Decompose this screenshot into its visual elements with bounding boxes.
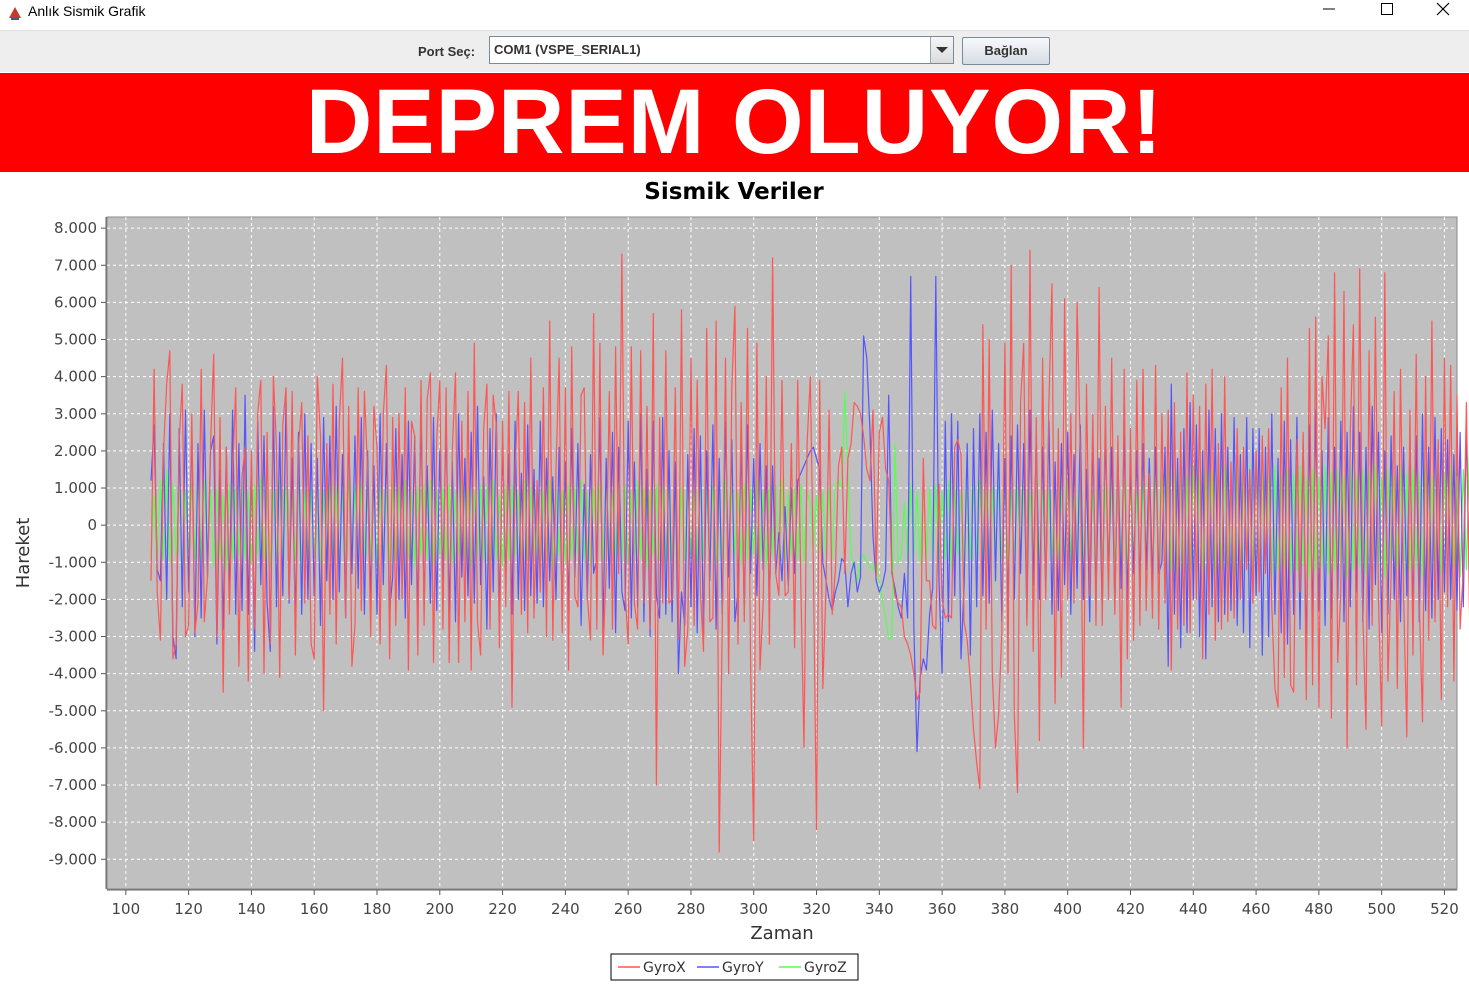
window-titlebar: Anlık Sismik Grafik	[0, 0, 1469, 31]
minimize-icon[interactable]	[1306, 0, 1352, 24]
y-tick-label: -2.000	[49, 590, 97, 608]
legend-label-gyroz: GyroZ	[804, 960, 847, 976]
x-tick-label: 460	[1242, 900, 1271, 918]
y-tick-label: 6.000	[54, 293, 97, 311]
x-tick-label: 440	[1179, 900, 1208, 918]
y-tick-label: -6.000	[49, 739, 97, 757]
x-tick-label: 200	[425, 900, 454, 918]
window-title: Anlık Sismik Grafik	[28, 3, 146, 19]
x-tick-label: 340	[865, 900, 894, 918]
y-tick-label: -9.000	[49, 850, 97, 868]
legend-label-gyrox: GyroX	[643, 960, 686, 976]
port-select-value: COM1 (VSPE_SERIAL1)	[494, 42, 641, 57]
x-tick-label: 500	[1367, 900, 1396, 918]
java-app-icon	[9, 7, 21, 20]
port-toolbar: Port Seç: COM1 (VSPE_SERIAL1) Bağlan	[0, 31, 1469, 72]
x-axis-label: Zaman	[750, 923, 813, 944]
chart-legend: GyroX GyroY GyroZ	[610, 953, 859, 981]
y-tick-label: -7.000	[49, 776, 97, 794]
y-tick-label: 7.000	[54, 256, 97, 274]
port-label: Port Seç:	[418, 44, 476, 59]
y-tick-label: -4.000	[49, 665, 97, 683]
y-tick-label: -8.000	[49, 813, 97, 831]
x-tick-label: 260	[614, 900, 643, 918]
y-axis-label: Hareket	[13, 518, 34, 589]
x-tick-label: 220	[488, 900, 517, 918]
series-line-gyrox	[150, 249, 1469, 853]
chart-title: Sismik Veriler	[644, 179, 824, 205]
port-select[interactable]: COM1 (VSPE_SERIAL1)	[489, 36, 954, 64]
x-tick-label: 280	[677, 900, 706, 918]
x-tick-label: 140	[237, 900, 266, 918]
y-tick-label: 8.000	[54, 219, 97, 237]
x-tick-label: 480	[1305, 900, 1334, 918]
seismic-chart: Sismik Veriler 100 120 140 160 180 200 220 240 2…	[0, 172, 1469, 985]
x-tick-label: 180	[363, 900, 392, 918]
x-tick-label: 160	[300, 900, 329, 918]
y-tick-label: 3.000	[54, 405, 97, 423]
y-tick-label: 4.000	[54, 368, 97, 386]
legend-label-gyroy: GyroY	[722, 960, 764, 976]
y-tick-label: 2.000	[54, 442, 97, 460]
x-tick-label: 520	[1430, 900, 1459, 918]
x-tick-label: 360	[928, 900, 957, 918]
connect-button[interactable]: Bağlan	[962, 37, 1050, 65]
legend-box	[610, 953, 859, 981]
y-tick-label: -1.000	[49, 553, 97, 571]
x-tick-label: 300	[739, 900, 768, 918]
close-icon[interactable]	[1420, 0, 1466, 24]
y-tick-label: -3.000	[49, 628, 97, 646]
series-layer	[150, 249, 1469, 853]
y-tick-label: 5.000	[54, 331, 97, 349]
x-tick-label: 120	[174, 900, 203, 918]
x-tick-label: 240	[551, 900, 580, 918]
series-line-gyroy	[150, 275, 1469, 753]
y-tick-label: 1.000	[54, 479, 97, 497]
x-tick-label: 320	[802, 900, 831, 918]
x-tick-label: 420	[1116, 900, 1145, 918]
x-tick-label: 380	[991, 900, 1020, 918]
chevron-down-icon[interactable]	[930, 37, 953, 63]
x-tick-label: 400	[1053, 900, 1082, 918]
axis-layer: 100 120 140 160 180 200 220 240 260 280 300 320 340 3…	[49, 217, 1459, 918]
y-tick-label: 0	[87, 516, 97, 534]
x-tick-label: 100	[112, 900, 141, 918]
alert-text: DEPREM OLUYOR!	[305, 71, 1164, 173]
chart-svg: Sismik Veriler 100 120 140 160 180 200 220 240 2…	[13, 179, 1469, 981]
y-tick-label: -5.000	[49, 702, 97, 720]
maximize-icon[interactable]	[1364, 0, 1410, 24]
earthquake-alert-banner: DEPREM OLUYOR!	[0, 73, 1469, 172]
